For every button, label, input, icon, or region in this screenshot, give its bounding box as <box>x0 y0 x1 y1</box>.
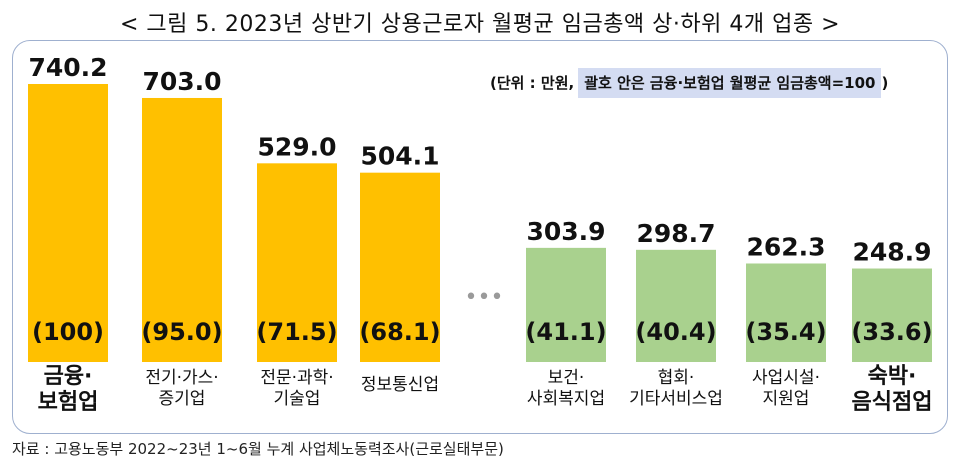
category-label-2-line-1: 전기·가스· <box>145 368 218 388</box>
category-label-8-line-2: 음식점업 <box>852 390 933 415</box>
bar-2 <box>142 97 222 362</box>
unit-note-highlight: 괄호 안은 금융·보험업 월평균 임금총액=100 <box>578 68 882 98</box>
bar-index-label-7: (35.4) <box>745 318 826 346</box>
source-note: 자료 : 고용노동부 2022~23년 1~6월 누계 사업체노동력조사(근로실… <box>12 440 504 458</box>
bar-3 <box>257 163 337 362</box>
bar-4 <box>360 172 440 362</box>
unit-note-prefix: (단위 : 만원, <box>490 74 575 92</box>
bar-1 <box>28 84 108 362</box>
bar-value-label-7: 262.3 <box>746 232 825 261</box>
page-title: < 그림 5. 2023년 상반기 상용근로자 월평균 임금총액 상·하위 4개… <box>119 12 841 37</box>
category-label-8-line-1: 숙박· <box>868 364 917 389</box>
unit-note-suffix: ) <box>881 74 889 92</box>
bar-index-label-1: (100) <box>32 318 104 346</box>
bar-8 <box>852 268 932 362</box>
bar-7 <box>746 263 826 362</box>
category-label-7-line-2: 지원업 <box>763 389 810 409</box>
category-label-3-line-2: 기술업 <box>274 389 321 409</box>
category-label-3-line-1: 전문·과학· <box>260 368 333 388</box>
bar-6 <box>636 249 716 362</box>
category-label-7-line-1: 사업시설· <box>752 368 820 388</box>
bar-index-label-3: (71.5) <box>256 318 337 346</box>
bar-index-label-6: (40.4) <box>635 318 716 346</box>
category-label-1-line-1: 금융· <box>44 364 93 389</box>
category-label-1-line-2: 보험업 <box>38 389 99 415</box>
bar-index-label-4: (68.1) <box>359 318 440 346</box>
category-label-5-line-1: 보건· <box>548 368 585 388</box>
category-label-4-line-1: 정보통신업 <box>361 375 439 395</box>
bar-value-label-1: 740.2 <box>28 53 107 82</box>
bar-index-label-8: (33.6) <box>851 318 932 346</box>
bar-value-label-3: 529.0 <box>257 132 336 161</box>
bar-5 <box>526 247 606 362</box>
category-label-5-line-2: 사회복지업 <box>527 389 605 409</box>
category-label-2-line-2: 증기업 <box>159 389 206 409</box>
bar-value-label-6: 298.7 <box>636 219 715 248</box>
category-label-6-line-1: 협회· <box>658 368 695 388</box>
unit-note: (단위 : 만원, 괄호 안은 금융·보험업 월평균 임금총액=100) <box>490 68 888 98</box>
bar-value-label-4: 504.1 <box>360 142 439 171</box>
bar-value-label-5: 303.9 <box>526 217 605 246</box>
bar-value-label-2: 703.0 <box>142 67 221 96</box>
bar-index-label-2: (95.0) <box>141 318 222 346</box>
bar-index-label-5: (41.1) <box>525 318 606 346</box>
category-label-6-line-2: 기타서비스업 <box>629 389 723 409</box>
ellipsis-marker: ••• <box>465 285 504 310</box>
bar-value-label-8: 248.9 <box>852 238 931 267</box>
